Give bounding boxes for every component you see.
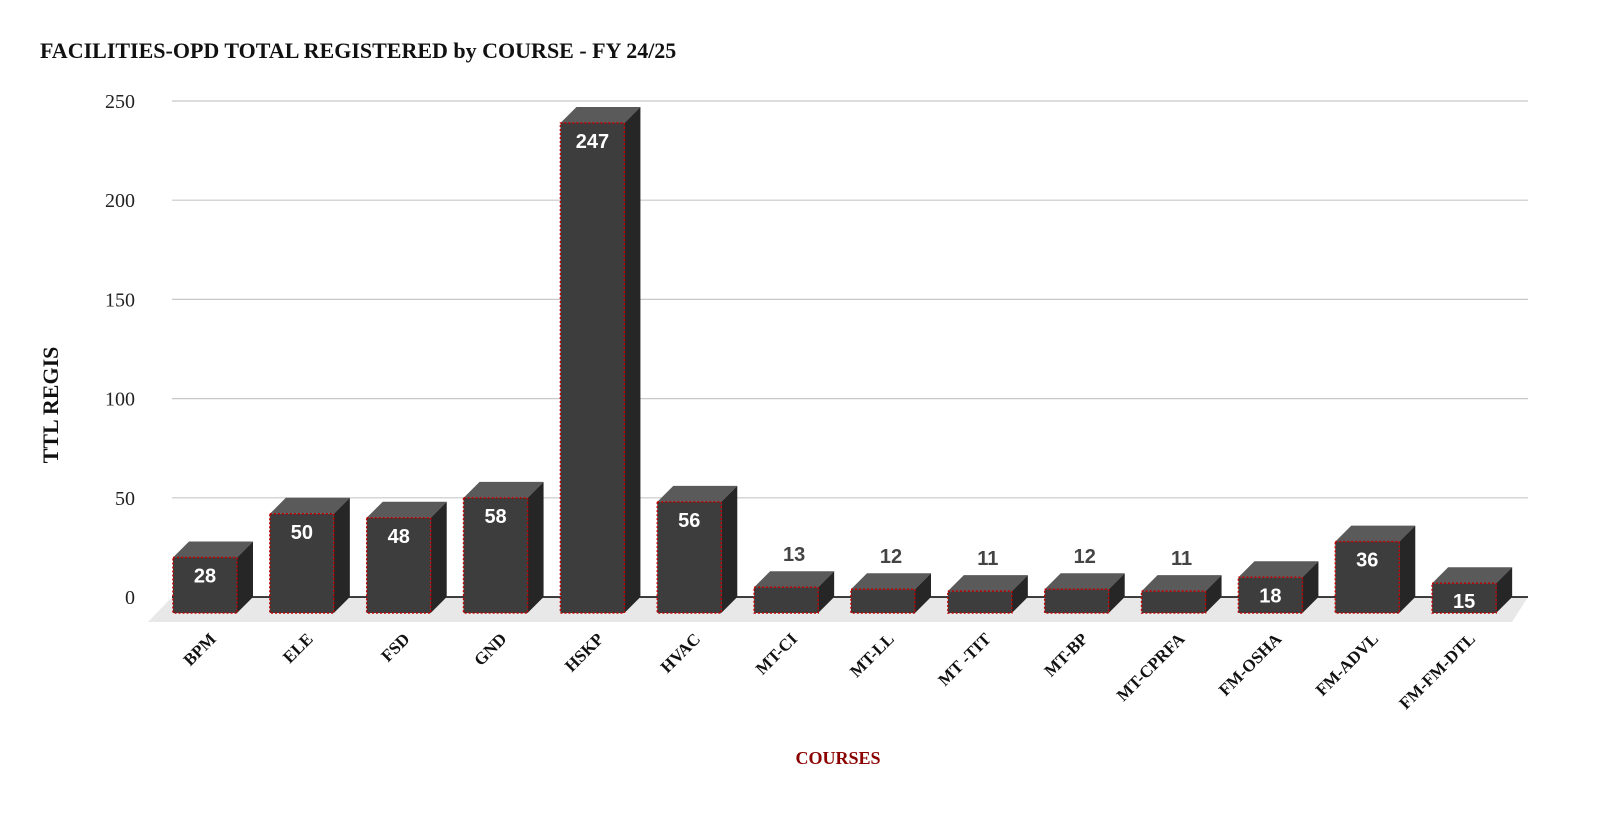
bar-side bbox=[915, 573, 931, 613]
value-label: 36 bbox=[1356, 550, 1378, 572]
x-tick-label: BPM bbox=[180, 629, 220, 669]
x-tick-label: HVAC bbox=[657, 629, 704, 676]
value-label: 48 bbox=[388, 526, 410, 548]
bar bbox=[1334, 540, 1401, 614]
bar-top bbox=[463, 481, 544, 498]
y-tick-label: 0 bbox=[125, 587, 135, 609]
x-tick-label: ELE bbox=[279, 629, 316, 666]
y-tick-label: 50 bbox=[115, 488, 135, 510]
value-label: 50 bbox=[291, 522, 313, 544]
bar bbox=[1431, 582, 1497, 614]
bar bbox=[365, 517, 432, 614]
x-tick-label: MT-CPRFA bbox=[1113, 629, 1189, 705]
bar-side bbox=[333, 497, 350, 613]
x-tick-label: GND bbox=[470, 629, 510, 669]
bar-top bbox=[947, 575, 1028, 592]
bar-top bbox=[1044, 573, 1125, 590]
x-tick-label: FM-ADVL bbox=[1312, 629, 1382, 699]
value-label: 13 bbox=[783, 544, 805, 566]
bar-side bbox=[1302, 561, 1319, 613]
bar bbox=[172, 556, 238, 614]
bar bbox=[753, 586, 819, 614]
bar-top bbox=[1335, 525, 1416, 542]
value-label: 12 bbox=[1074, 546, 1096, 568]
bar bbox=[1140, 590, 1207, 614]
bar-side bbox=[527, 481, 544, 613]
bar-top bbox=[269, 497, 350, 514]
y-tick-label: 200 bbox=[105, 190, 135, 212]
bar-top bbox=[1141, 575, 1222, 592]
value-label: 11 bbox=[977, 548, 998, 570]
bar-top bbox=[173, 541, 253, 558]
bar-top bbox=[851, 573, 931, 590]
chart-title: FACILITIES-OPD TOTAL REGISTERED by COURS… bbox=[40, 38, 676, 63]
bar-top bbox=[560, 106, 641, 123]
x-tick-label: MT-CI bbox=[752, 629, 801, 678]
bar bbox=[462, 497, 529, 614]
bar-side bbox=[237, 541, 253, 613]
bar bbox=[1043, 588, 1110, 614]
y-tick-label: 150 bbox=[105, 289, 135, 311]
bar bbox=[850, 588, 916, 614]
bar bbox=[559, 122, 626, 614]
x-tick-label: FSD bbox=[377, 629, 413, 665]
bar-side bbox=[1011, 575, 1028, 613]
value-label: 58 bbox=[484, 506, 506, 528]
x-tick-label: MT-BP bbox=[1040, 629, 1091, 680]
x-tick-label: FM-FM-DTL bbox=[1395, 629, 1479, 713]
x-tick-label: HSKP bbox=[561, 629, 607, 675]
bar-top bbox=[1432, 567, 1513, 584]
bar-side bbox=[721, 485, 738, 613]
bar-side bbox=[1205, 575, 1222, 613]
floor bbox=[148, 597, 1528, 622]
value-label: 18 bbox=[1259, 585, 1281, 607]
bar-side bbox=[818, 571, 835, 613]
bar bbox=[656, 501, 723, 614]
bar bbox=[1237, 576, 1304, 614]
y-tick-label: 100 bbox=[105, 389, 135, 411]
bar bbox=[269, 513, 335, 614]
bar-top bbox=[754, 571, 835, 588]
bar bbox=[947, 590, 1013, 614]
value-label: 11 bbox=[1171, 548, 1192, 570]
bar-top bbox=[1238, 561, 1319, 578]
bar-side bbox=[1399, 525, 1416, 613]
x-tick-label: FM-OSHA bbox=[1215, 629, 1286, 700]
value-label: 28 bbox=[194, 565, 216, 587]
x-tick-label: MT -TIT bbox=[934, 629, 995, 690]
bar-side bbox=[1496, 567, 1513, 613]
y-tick-label: 250 bbox=[105, 91, 135, 113]
bar-side bbox=[624, 106, 641, 614]
value-label: 12 bbox=[880, 546, 902, 568]
value-label: 247 bbox=[576, 131, 609, 153]
bar-top bbox=[657, 485, 738, 502]
x-tick-label: MT-LL bbox=[846, 629, 898, 681]
value-label: 56 bbox=[678, 510, 700, 532]
bar-top bbox=[366, 501, 447, 518]
y-axis-title: TTL REGIS bbox=[38, 347, 63, 464]
value-label: 15 bbox=[1453, 591, 1475, 613]
x-axis-title: COURSES bbox=[795, 748, 880, 768]
bar-side bbox=[430, 501, 447, 613]
bar-side bbox=[1108, 573, 1125, 613]
